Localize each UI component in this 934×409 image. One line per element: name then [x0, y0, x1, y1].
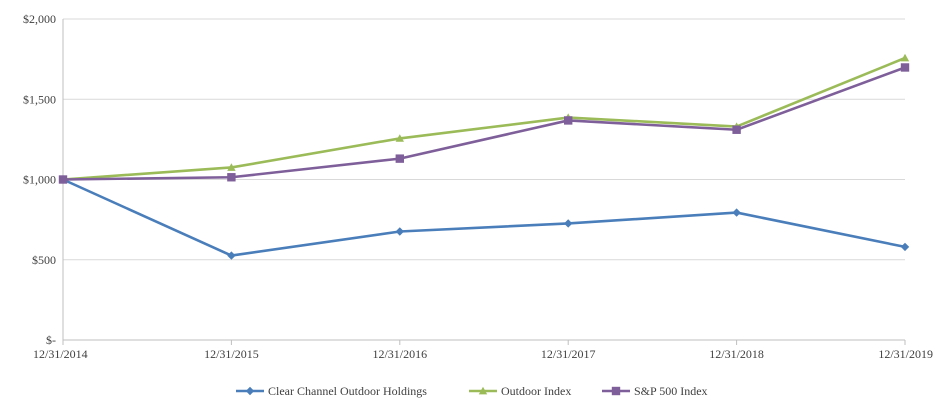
- data-point: [900, 63, 910, 72]
- x-tick-label: 12/31/2016: [372, 347, 427, 361]
- grid-lines: [63, 18, 905, 261]
- x-axis-tick-labels: 12/31/2014 12/31/2015 12/31/2016 12/31/2017…: [33, 347, 933, 361]
- data-point: [227, 173, 236, 182]
- x-tick-label: 12/31/2014: [33, 347, 88, 361]
- series-lines: [58, 53, 910, 260]
- legend-item: Clear Channel Outdoor Holdings: [236, 384, 427, 398]
- legend: Clear Channel Outdoor Holdings Outdoor In…: [236, 384, 708, 398]
- series-2: [58, 63, 910, 184]
- legend-swatch-marker: [611, 386, 621, 396]
- data-point: [564, 116, 573, 125]
- data-point: [900, 242, 910, 252]
- y-tick-label: $1,500: [23, 92, 56, 106]
- data-point: [732, 125, 741, 134]
- x-tick-label: 12/31/2015: [204, 347, 259, 361]
- legend-swatch-marker: [478, 386, 488, 395]
- data-point: [564, 219, 573, 228]
- legend-item: S&P 500 Index: [602, 384, 708, 398]
- data-point: [900, 53, 910, 62]
- legend-label: Clear Channel Outdoor Holdings: [268, 384, 427, 398]
- series-line: [62, 66, 906, 181]
- legend-label: S&P 500 Index: [634, 384, 708, 398]
- data-point: [395, 227, 404, 236]
- series-1: [58, 53, 910, 183]
- x-tick-label: 12/31/2017: [541, 347, 596, 361]
- data-point: [227, 163, 236, 171]
- y-tick-label: $500: [32, 253, 56, 267]
- x-tick-label: 12/31/2018: [709, 347, 764, 361]
- y-axis-tick-labels: $- $500 $1,000 $1,500 $2,000: [23, 12, 56, 347]
- axes: [62, 19, 906, 345]
- y-tick-label: $2,000: [23, 12, 56, 26]
- legend-swatch-marker: [245, 386, 255, 396]
- data-point: [395, 154, 404, 163]
- legend-item: Outdoor Index: [469, 384, 571, 398]
- y-tick-label: $1,000: [23, 173, 56, 187]
- series-0: [58, 175, 910, 260]
- data-point: [395, 134, 404, 142]
- series-line: [62, 178, 906, 257]
- data-point: [227, 251, 236, 260]
- series-line: [62, 56, 906, 181]
- x-tick-label: 12/31/2019: [878, 347, 933, 361]
- legend-label: Outdoor Index: [501, 384, 571, 398]
- data-point: [732, 208, 741, 217]
- data-point: [58, 175, 68, 184]
- y-tick-label: $-: [46, 333, 56, 347]
